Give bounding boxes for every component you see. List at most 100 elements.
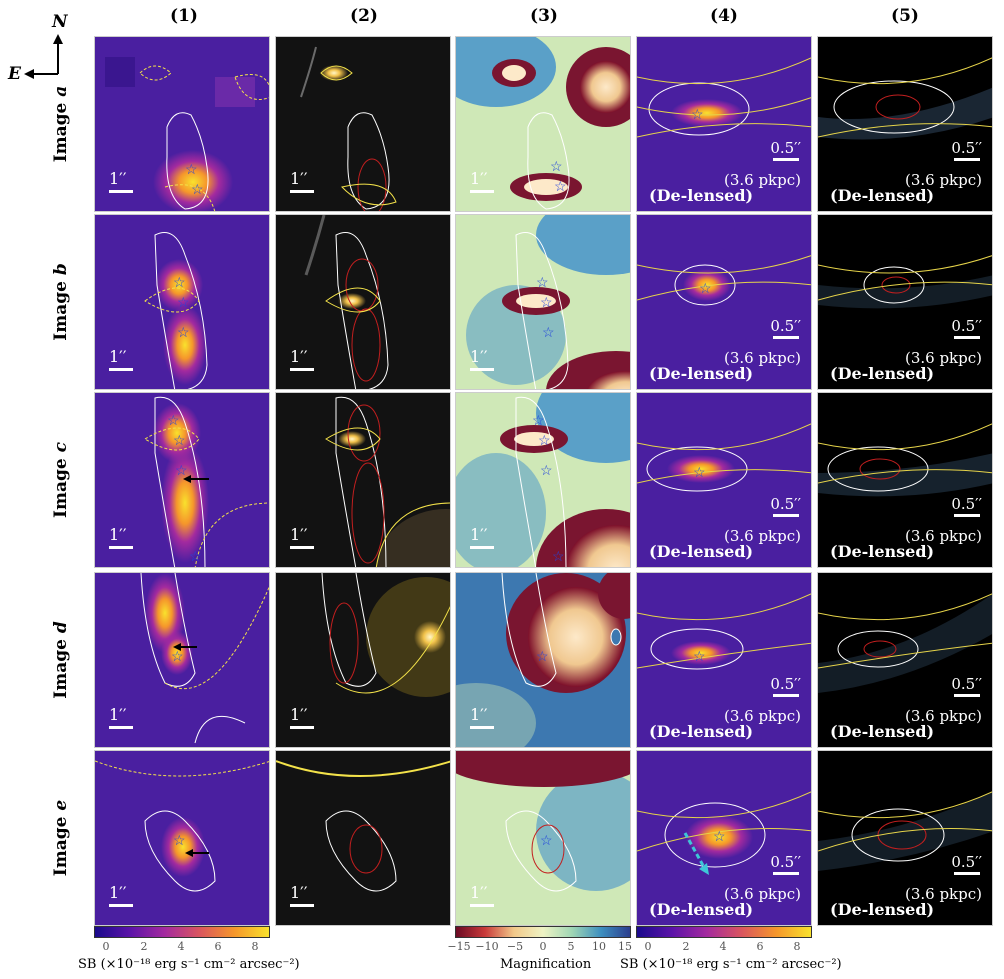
- tick-label: −15: [447, 940, 471, 953]
- tick-label: 6: [756, 940, 764, 953]
- svg-text:☆: ☆: [189, 549, 202, 565]
- panel-b-4: ☆ 0.5′′ (3.6 pkpc) (De-lensed): [636, 214, 812, 390]
- svg-text:☆: ☆: [542, 325, 555, 341]
- row-label-letter: b: [51, 263, 71, 276]
- row-label-letter: e: [51, 799, 71, 811]
- panel-d-3: ☆ 1′′: [455, 572, 631, 748]
- scale-bar-narrow: 0.5′′: [951, 853, 982, 877]
- panel-b-1: ☆ ☆ ☆ 1′′: [94, 214, 270, 390]
- panel-c-2: 1′′: [275, 392, 451, 568]
- svg-text:☆: ☆: [173, 433, 186, 449]
- delensed-label: (De-lensed): [830, 186, 935, 205]
- arrow-icon: [183, 475, 191, 483]
- scale-bar-narrow: 0.5′′: [770, 317, 801, 341]
- colorbar-sb-left-label: SB (×10⁻¹⁸ erg s⁻¹ cm⁻² arcsec⁻²): [78, 957, 300, 972]
- svg-text:☆: ☆: [177, 325, 190, 341]
- scale-bar-narrow: 0.5′′: [770, 495, 801, 519]
- svg-text:☆: ☆: [540, 295, 553, 311]
- panel-a-1: ☆ ☆ 1′′: [94, 36, 270, 212]
- scale-bar: 1′′: [109, 705, 133, 729]
- tick-label: −10: [475, 940, 499, 953]
- tick-label: 0: [644, 940, 652, 953]
- svg-text:☆: ☆: [175, 463, 188, 479]
- colorbar-sb-left: [94, 926, 270, 938]
- svg-text:☆: ☆: [693, 465, 706, 481]
- panel-c-3: ☆ ☆ ☆ ☆ 1′′: [455, 392, 631, 568]
- column-header-3: (3): [530, 6, 558, 26]
- panel-e-4: ☆ 0.5′′ (3.6 pkpc) (De-lensed): [636, 750, 812, 926]
- row-label-a: Image a: [46, 36, 76, 212]
- tick-label: 4: [177, 940, 185, 953]
- row-label-prefix: Image: [51, 639, 71, 699]
- colorbar-magnification-label: Magnification: [500, 957, 592, 972]
- panel-c-1: ☆ ☆ ☆ ☆ 1′′: [94, 392, 270, 568]
- panel-c-4: ☆ 0.5′′ (3.6 pkpc) (De-lensed): [636, 392, 812, 568]
- panel-b-2: 1′′: [275, 214, 451, 390]
- scale-bar: 1′′: [290, 883, 314, 907]
- tick-label: 8: [251, 940, 259, 953]
- svg-text:☆: ☆: [173, 833, 186, 849]
- direction-arrow-icon: [699, 863, 709, 875]
- scale-bar: 1′′: [109, 883, 133, 907]
- svg-text:☆: ☆: [713, 829, 726, 845]
- physical-scale: (3.6 pkpc): [723, 707, 801, 725]
- svg-text:☆: ☆: [167, 413, 180, 429]
- svg-text:☆: ☆: [173, 275, 186, 291]
- tick-label: 5: [567, 940, 575, 953]
- scale-bar: 1′′: [109, 347, 133, 371]
- column-header-4: (4): [710, 6, 738, 26]
- tick-label: 10: [592, 940, 606, 953]
- colorbar-sb-right: [636, 926, 812, 938]
- tick-label: 4: [719, 940, 727, 953]
- column-header-2: (2): [350, 6, 378, 26]
- panel-b-5: 0.5′′ (3.6 pkpc) (De-lensed): [817, 214, 993, 390]
- svg-text:☆: ☆: [177, 295, 190, 311]
- physical-scale: (3.6 pkpc): [904, 171, 982, 189]
- svg-text:☆: ☆: [540, 833, 553, 849]
- scale-bar-narrow: 0.5′′: [770, 139, 801, 163]
- tick-label: 2: [682, 940, 690, 953]
- scale-bar-narrow: 0.5′′: [770, 853, 801, 877]
- delensed-label: (De-lensed): [830, 900, 935, 919]
- scale-bar: 1′′: [109, 169, 133, 193]
- panel-e-3: ☆ 1′′: [455, 750, 631, 926]
- tick-label: 15: [618, 940, 632, 953]
- row-label-letter: d: [51, 621, 71, 634]
- svg-text:☆: ☆: [540, 463, 553, 479]
- row-label-letter: c: [51, 442, 71, 453]
- row-label-e: Image e: [46, 750, 76, 926]
- panel-c-5: 0.5′′ (3.6 pkpc) (De-lensed): [817, 392, 993, 568]
- svg-text:☆: ☆: [691, 107, 704, 123]
- panel-a-4: ☆ 0.5′′ (3.6 pkpc) (De-lensed): [636, 36, 812, 212]
- delensed-label: (De-lensed): [649, 542, 754, 561]
- panel-d-4: ☆ 0.5′′ (3.6 pkpc) (De-lensed): [636, 572, 812, 748]
- scale-bar: 1′′: [109, 525, 133, 549]
- delensed-label: (De-lensed): [649, 900, 754, 919]
- svg-text:☆: ☆: [693, 649, 706, 665]
- physical-scale: (3.6 pkpc): [904, 885, 982, 903]
- svg-text:☆: ☆: [554, 179, 567, 195]
- tick-label: 0: [539, 940, 547, 953]
- scale-bar: 1′′: [290, 347, 314, 371]
- compass-east-label: E: [8, 64, 21, 84]
- physical-scale: (3.6 pkpc): [904, 527, 982, 545]
- row-label-prefix: Image: [51, 458, 71, 518]
- physical-scale: (3.6 pkpc): [723, 349, 801, 367]
- panel-e-5: 0.5′′ (3.6 pkpc) (De-lensed): [817, 750, 993, 926]
- physical-scale: (3.6 pkpc): [723, 171, 801, 189]
- delensed-label: (De-lensed): [830, 364, 935, 383]
- column-header-5: (5): [891, 6, 919, 26]
- panel-a-5: 0.5′′ (3.6 pkpc) (De-lensed): [817, 36, 993, 212]
- arrow-icon: [173, 643, 181, 651]
- panel-d-2: 1′′: [275, 572, 451, 748]
- panel-a-2: 1′′: [275, 36, 451, 212]
- delensed-label: (De-lensed): [649, 722, 754, 741]
- row-label-prefix: Image: [51, 816, 71, 877]
- scale-bar: 1′′: [470, 347, 494, 371]
- panel-e-1: ☆ 1′′: [94, 750, 270, 926]
- compass-arrows-icon: [24, 34, 63, 79]
- compass-north-label: N: [52, 12, 68, 32]
- panel-d-1: ☆ 1′′: [94, 572, 270, 748]
- scale-bar-narrow: 0.5′′: [951, 317, 982, 341]
- arrow-icon: [185, 849, 193, 857]
